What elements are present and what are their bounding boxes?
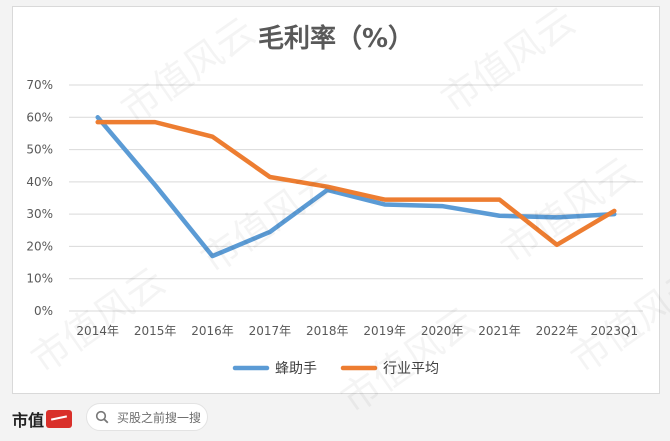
y-tick-label: 50%	[26, 143, 53, 157]
legend-label: 行业平均	[383, 361, 439, 377]
legend-label: 蜂助手	[275, 361, 317, 377]
chart-title: 毛利率（%）	[258, 23, 414, 54]
series-line	[95, 115, 617, 259]
y-tick-label: 40%	[26, 175, 53, 189]
gross-margin-chart: 毛利率（%） 0% 10% 20% 30% 40% 50% 60% 70% 2014年 2015…	[26, 23, 643, 377]
data-point	[269, 231, 271, 233]
x-tick-label: 2020年	[421, 324, 464, 338]
data-point	[384, 199, 386, 201]
footer: 市值 买股之前搜一搜	[0, 397, 670, 441]
data-point	[441, 205, 443, 207]
y-tick-label: 0%	[34, 304, 53, 318]
data-point	[384, 203, 386, 205]
y-tick-label: 70%	[26, 78, 53, 92]
data-point	[212, 255, 213, 257]
series-line	[95, 119, 617, 248]
y-tick-label: 10%	[26, 272, 53, 286]
data-point	[154, 121, 156, 123]
data-point	[556, 244, 558, 246]
brand-name: 市值	[12, 411, 45, 430]
y-tick-label: 60%	[26, 110, 53, 124]
data-point	[154, 184, 156, 186]
y-tick-label: 20%	[26, 239, 53, 253]
data-point	[326, 189, 328, 191]
x-tick-label: 2016年	[191, 324, 234, 338]
x-tick-label: 2014年	[76, 324, 119, 338]
data-point	[212, 136, 213, 138]
brand-logo[interactable]: 市值	[12, 407, 73, 431]
x-tick-label: 2015年	[134, 324, 177, 338]
data-point	[499, 199, 500, 201]
brand-seal-icon	[46, 410, 73, 428]
chart-card: 毛利率（%） 0% 10% 20% 30% 40% 50% 60% 70% 2014年 2015…	[12, 6, 660, 394]
data-point	[499, 215, 500, 217]
search-icon	[95, 410, 115, 424]
x-tick-label: 2019年	[363, 324, 406, 338]
data-point	[613, 213, 615, 215]
data-point	[97, 116, 99, 118]
data-point	[613, 210, 615, 212]
x-tick-label: 2021年	[478, 324, 521, 338]
x-tick-label: 2018年	[306, 324, 349, 338]
search-placeholder: 买股之前搜一搜	[117, 410, 202, 425]
x-tick-label: 2017年	[249, 324, 292, 338]
data-point	[556, 216, 558, 218]
search-box[interactable]: 买股之前搜一搜	[86, 403, 208, 431]
data-point	[97, 121, 99, 123]
data-point	[326, 186, 328, 188]
data-point	[441, 199, 443, 201]
data-point	[269, 176, 271, 178]
x-tick-label: 2023Q1	[590, 324, 638, 338]
y-tick-label: 30%	[26, 207, 53, 221]
x-tick-label: 2022年	[536, 324, 579, 338]
